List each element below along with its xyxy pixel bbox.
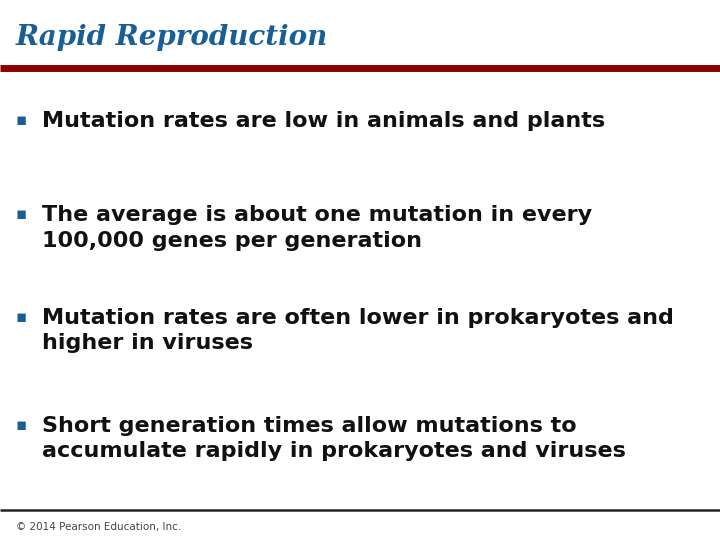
Text: Mutation rates are low in animals and plants: Mutation rates are low in animals and pl… — [42, 111, 605, 131]
Text: ▪: ▪ — [16, 308, 27, 326]
Text: ▪: ▪ — [16, 205, 27, 223]
Text: Mutation rates are often lower in prokaryotes and
higher in viruses: Mutation rates are often lower in prokar… — [42, 308, 674, 353]
Text: Rapid Reproduction: Rapid Reproduction — [16, 24, 328, 51]
Text: Short generation times allow mutations to
accumulate rapidly in prokaryotes and : Short generation times allow mutations t… — [42, 416, 626, 461]
Text: ▪: ▪ — [16, 111, 27, 129]
Text: ▪: ▪ — [16, 416, 27, 434]
Text: The average is about one mutation in every
100,000 genes per generation: The average is about one mutation in eve… — [42, 205, 592, 251]
Text: © 2014 Pearson Education, Inc.: © 2014 Pearson Education, Inc. — [16, 522, 181, 532]
